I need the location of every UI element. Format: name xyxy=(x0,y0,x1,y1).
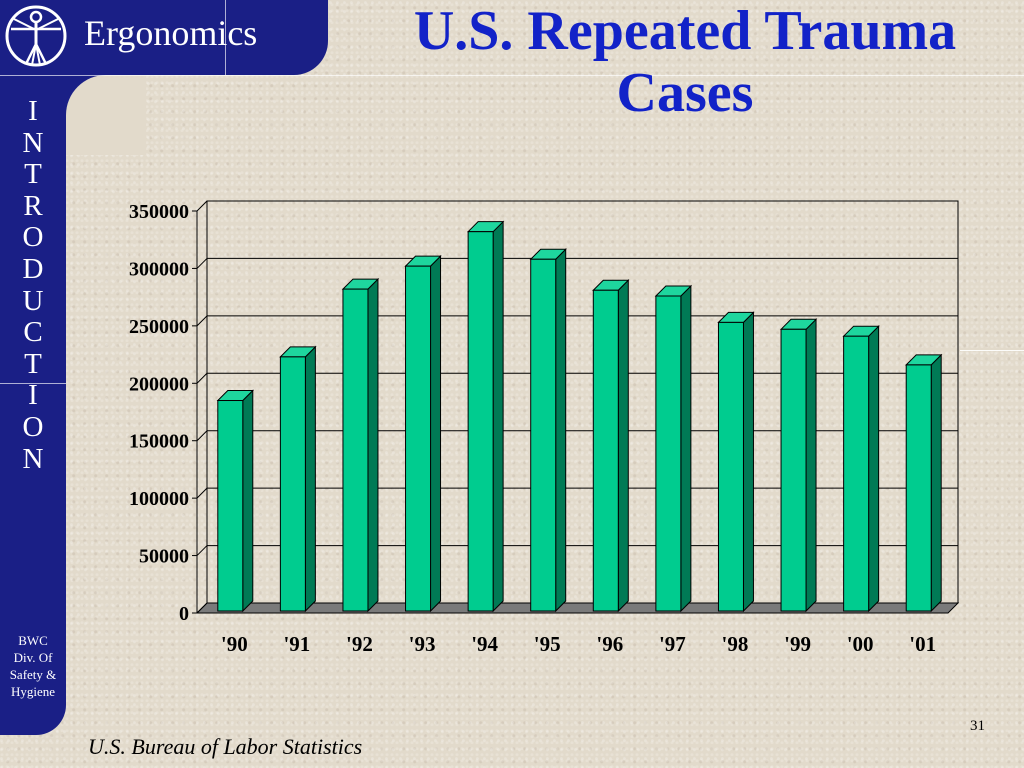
gridline-diagonal xyxy=(196,258,208,269)
gridline-diagonal xyxy=(196,430,208,442)
bar xyxy=(217,400,244,612)
vitruvian-man-icon xyxy=(4,4,68,68)
x-tick-label: '00 xyxy=(847,632,874,656)
page-number: 31 xyxy=(970,718,985,734)
bar xyxy=(279,356,306,612)
bar-side xyxy=(492,220,504,613)
x-tick-label: '92 xyxy=(346,632,373,656)
section-letter: D xyxy=(22,252,44,285)
bar-side xyxy=(617,279,629,613)
y-tick-label: 350000 xyxy=(129,201,189,223)
section-label-vertical: I N T R O D U C T I O N xyxy=(0,95,66,475)
y-tick-label: 200000 xyxy=(129,373,189,395)
section-letter: U xyxy=(22,284,44,317)
y-tick-label: 0 xyxy=(179,603,189,625)
section-letter: N xyxy=(22,442,44,475)
bar xyxy=(905,364,932,612)
y-tick-label: 100000 xyxy=(129,488,189,510)
y-tick-label: 250000 xyxy=(129,316,189,338)
corner-cut xyxy=(66,75,146,155)
section-letter: O xyxy=(22,410,44,443)
x-tick-label: '93 xyxy=(409,632,436,656)
x-tick-label: '01 xyxy=(909,632,936,656)
bar xyxy=(592,289,619,612)
org-label: BWC Div. Of Safety & Hygiene xyxy=(0,632,66,700)
divider-line xyxy=(0,75,1024,76)
right-divider xyxy=(960,350,1024,351)
gridline-diagonal xyxy=(196,315,208,327)
x-tick-label: '98 xyxy=(722,632,749,656)
gridline-diagonal xyxy=(196,372,208,384)
bar-side xyxy=(930,353,942,613)
section-letter: C xyxy=(23,316,43,349)
brand-title: Ergonomics xyxy=(84,13,258,53)
section-letter: R xyxy=(23,189,43,222)
sidebar-divider xyxy=(0,383,66,384)
bar-side xyxy=(367,277,379,613)
y-tick-label: 150000 xyxy=(129,431,189,453)
x-tick-label: '99 xyxy=(784,632,811,656)
section-letter: T xyxy=(24,158,42,191)
slide-title: U.S. Repeated Trauma Cases xyxy=(330,0,1024,124)
section-letter: N xyxy=(22,126,44,159)
x-tick-label: '96 xyxy=(596,632,623,656)
bar-side xyxy=(304,345,316,613)
gridline-diagonal xyxy=(196,602,208,614)
bar-side xyxy=(430,254,442,613)
divider-line-vertical xyxy=(225,0,226,75)
x-tick-label: '91 xyxy=(283,632,310,656)
sidebar-panel xyxy=(0,0,66,735)
y-tick-label: 300000 xyxy=(129,258,189,280)
section-letter: I xyxy=(28,95,38,127)
bar xyxy=(717,321,744,612)
gridline-diagonal xyxy=(196,200,208,212)
gridline-diagonal xyxy=(196,487,208,499)
gridline-diagonal xyxy=(196,545,208,556)
x-tick-label: '97 xyxy=(659,632,686,656)
y-tick-label: 50000 xyxy=(139,546,189,568)
section-letter: T xyxy=(24,347,42,380)
x-tick-label: '94 xyxy=(471,632,498,656)
bar-side xyxy=(805,318,817,613)
bar-side xyxy=(868,324,880,613)
bar xyxy=(843,335,870,612)
bar xyxy=(655,295,682,612)
bar-side xyxy=(555,248,567,613)
bar xyxy=(405,265,432,612)
source-caption: U.S. Bureau of Labor Statistics xyxy=(88,734,363,759)
bar xyxy=(780,328,807,612)
bar xyxy=(530,258,557,612)
section-letter: O xyxy=(22,221,44,254)
bar-side xyxy=(242,389,254,613)
bar-side xyxy=(742,311,754,613)
x-tick-label: '95 xyxy=(534,632,561,656)
bar xyxy=(342,288,369,612)
slide-title-line: Cases xyxy=(616,62,754,124)
section-letter: I xyxy=(28,379,38,412)
org-line: Div. Of xyxy=(13,650,53,665)
bar xyxy=(467,231,494,612)
bar-side xyxy=(680,284,692,613)
org-line: Hygiene xyxy=(10,684,56,699)
org-line: BWC xyxy=(18,633,48,648)
org-line: Safety & xyxy=(9,667,57,682)
slide-title-line: U.S. Repeated Trauma xyxy=(413,0,957,62)
x-tick-label: '90 xyxy=(221,632,248,656)
